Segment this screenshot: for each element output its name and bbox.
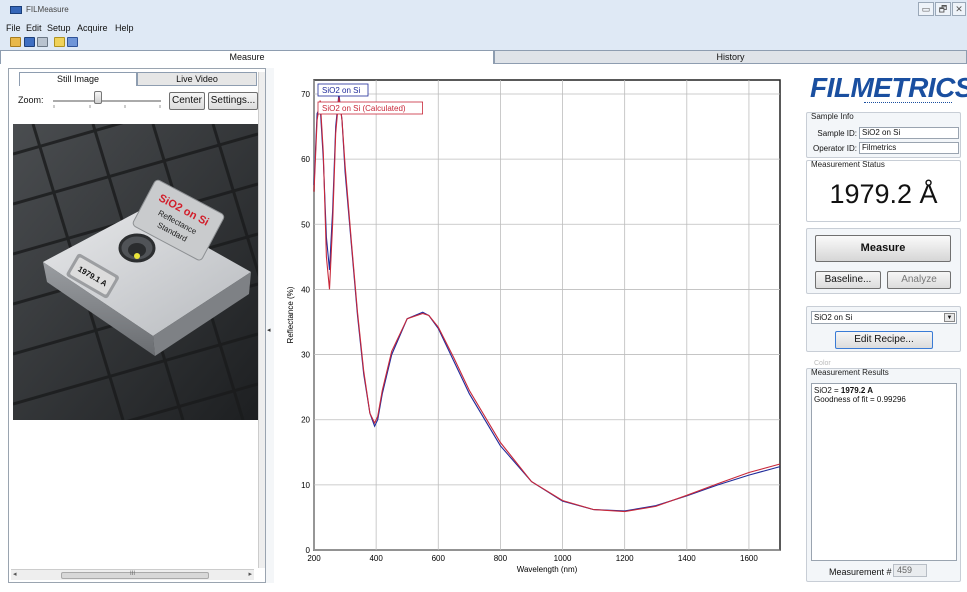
measurement-number-field: 459 bbox=[893, 564, 927, 577]
legend-label-2: SiO2 on Si (Calculated) bbox=[322, 104, 406, 113]
report-icon[interactable] bbox=[54, 37, 65, 47]
sample-id-label: Sample ID: bbox=[817, 129, 857, 138]
legend-box-1 bbox=[317, 83, 369, 97]
y-axis-label: Reflectance (%) bbox=[286, 286, 295, 343]
y-tick-label: 10 bbox=[301, 481, 310, 490]
settings-button[interactable]: Settings... bbox=[208, 92, 258, 110]
y-tick-label: 0 bbox=[306, 546, 311, 555]
result-line-thickness: SiO2 = 1979.2 A bbox=[814, 386, 954, 395]
sample-info-group: Sample Info Sample ID: SiO2 on Si Operat… bbox=[806, 112, 961, 158]
filmetrics-logo: FILMETRICS bbox=[810, 72, 967, 103]
camera-still-image: SiO2 on Si Reflectance Standard 1979.1 A bbox=[13, 124, 258, 420]
operator-id-field[interactable]: Filmetrics bbox=[859, 142, 959, 154]
y-tick-label: 50 bbox=[301, 220, 310, 229]
analyze-button[interactable]: Analyze bbox=[887, 271, 951, 289]
chevron-down-icon[interactable]: ▼ bbox=[944, 313, 955, 322]
sample-photo: SiO2 on Si Reflectance Standard 1979.1 A bbox=[13, 124, 258, 420]
color-label: Color bbox=[814, 360, 831, 367]
app-icon bbox=[10, 6, 22, 14]
measure-page: Still Image Live Video Zoom: Center Sett… bbox=[0, 64, 967, 592]
menu-bar: File Edit Setup Acquire Help bbox=[0, 20, 967, 34]
sample-info-title: Sample Info bbox=[811, 112, 854, 121]
result-prefix: SiO2 = bbox=[814, 386, 841, 395]
scroll-left-arrow-icon[interactable]: ◂ bbox=[13, 571, 17, 578]
sample-id-field[interactable]: SiO2 on Si bbox=[859, 127, 959, 139]
measurement-results-group: Measurement Results SiO2 = 1979.2 A Good… bbox=[806, 368, 961, 582]
y-tick-label: 60 bbox=[301, 155, 310, 164]
tab-history[interactable]: History bbox=[494, 50, 967, 64]
zoom-ticks bbox=[53, 105, 161, 108]
zoom-slider-track[interactable] bbox=[53, 100, 161, 102]
close-button[interactable]: ✕ bbox=[952, 2, 966, 16]
save-icon[interactable] bbox=[24, 37, 35, 47]
y-tick-label: 70 bbox=[301, 90, 310, 99]
menu-file[interactable]: File bbox=[6, 23, 21, 33]
x-tick-label: 1400 bbox=[678, 554, 696, 563]
recipe-select[interactable]: SiO2 on Si ▼ bbox=[811, 311, 957, 324]
tab-live-video[interactable]: Live Video bbox=[137, 72, 257, 86]
recipe-select-value: SiO2 on Si bbox=[814, 313, 853, 322]
operator-id-label: Operator ID: bbox=[812, 144, 857, 153]
print-icon[interactable] bbox=[37, 37, 48, 47]
measurement-number-label: Measurement # bbox=[829, 567, 892, 577]
thickness-value: 1979.2 Å bbox=[829, 179, 938, 209]
result-value: 1979.2 A bbox=[840, 386, 874, 395]
open-icon[interactable] bbox=[10, 37, 21, 47]
zoom-slider-thumb[interactable] bbox=[94, 91, 103, 104]
logo-ruler bbox=[864, 102, 952, 104]
window-title: FILMeasure bbox=[26, 5, 69, 14]
recipe-group: SiO2 on Si ▼ Edit Recipe... bbox=[806, 306, 961, 352]
main-tabs: Measure History bbox=[0, 50, 967, 64]
minimize-button[interactable]: ▭ bbox=[918, 2, 934, 16]
chart-svg: 200 400 600 800 1000 1200 1400 1600 0 10 20 30 40 50 6… bbox=[286, 79, 781, 574]
measurement-results-title: Measurement Results bbox=[811, 368, 889, 377]
tab-measure[interactable]: Measure bbox=[0, 50, 494, 64]
control-panel: FILMETRICS Sample Info Sample ID: SiO2 o… bbox=[804, 68, 967, 588]
baseline-button[interactable]: Baseline... bbox=[815, 271, 881, 289]
y-tick-label: 40 bbox=[301, 285, 310, 294]
measurement-status-group: Measurement Status 1979.2 Å bbox=[806, 160, 961, 222]
x-tick-label: 1200 bbox=[616, 554, 634, 563]
measure-controls-group: Measure Baseline... Analyze bbox=[806, 228, 961, 294]
copy-icon[interactable] bbox=[67, 37, 78, 47]
reflectance-chart: 200 400 600 800 1000 1200 1400 1600 0 10 20 30 40 50 6… bbox=[282, 68, 790, 588]
camera-panel: Still Image Live Video Zoom: Center Sett… bbox=[8, 68, 266, 583]
x-tick-label: 400 bbox=[369, 554, 383, 563]
toolbar bbox=[0, 34, 967, 50]
results-text-box[interactable]: SiO2 = 1979.2 A Goodness of fit = 0.9929… bbox=[811, 383, 957, 561]
collapse-arrow-icon[interactable]: ◂ bbox=[267, 327, 271, 334]
measure-button[interactable]: Measure bbox=[815, 235, 951, 262]
center-button[interactable]: Center bbox=[169, 92, 205, 110]
x-tick-label: 800 bbox=[494, 554, 508, 563]
tab-still-image[interactable]: Still Image bbox=[19, 72, 137, 86]
menu-setup[interactable]: Setup bbox=[47, 23, 71, 33]
edit-recipe-button[interactable]: Edit Recipe... bbox=[835, 331, 933, 349]
legend-box-2 bbox=[317, 101, 423, 115]
y-tick-label: 20 bbox=[301, 416, 310, 425]
scroll-right-arrow-icon[interactable]: ▸ bbox=[248, 571, 252, 578]
scroll-grip: III bbox=[130, 571, 136, 577]
camera-vertical-scrollbar[interactable] bbox=[258, 72, 265, 568]
x-tick-label: 200 bbox=[307, 554, 321, 563]
x-axis-label: Wavelength (nm) bbox=[517, 565, 578, 574]
legend-label-1: SiO2 on Si bbox=[322, 86, 360, 95]
menu-acquire[interactable]: Acquire bbox=[77, 23, 108, 33]
x-tick-label: 1600 bbox=[740, 554, 758, 563]
restore-button[interactable]: 🗗 bbox=[935, 2, 951, 16]
scrollbar-thumb[interactable]: III bbox=[61, 571, 209, 579]
camera-horizontal-scrollbar[interactable]: ◂ III ▸ bbox=[11, 569, 254, 580]
y-tick-label: 30 bbox=[301, 351, 310, 360]
x-tick-label: 600 bbox=[432, 554, 446, 563]
menu-help[interactable]: Help bbox=[115, 23, 134, 33]
plot-frame bbox=[313, 79, 781, 551]
result-line-fit: Goodness of fit = 0.99296 bbox=[814, 395, 906, 404]
title-bar: FILMeasure ▭ 🗗 ✕ bbox=[0, 0, 967, 20]
panel-splitter[interactable]: ◂ bbox=[266, 68, 274, 583]
menu-edit[interactable]: Edit bbox=[26, 23, 42, 33]
series-line-2 bbox=[313, 97, 781, 513]
x-tick-label: 1000 bbox=[554, 554, 572, 563]
measurement-status-title: Measurement Status bbox=[811, 160, 885, 169]
zoom-label: Zoom: bbox=[18, 95, 44, 105]
